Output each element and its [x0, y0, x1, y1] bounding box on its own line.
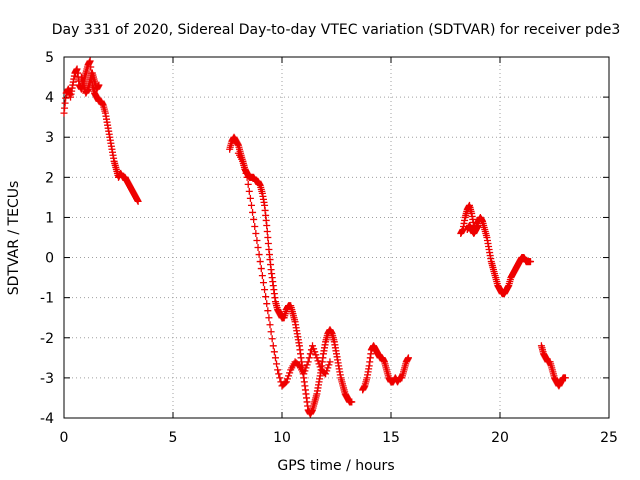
data-point [249, 208, 257, 216]
data-point [270, 348, 278, 356]
data-point [313, 354, 321, 362]
x-tick-labels: 0 5 10 15 20 25 [60, 430, 618, 446]
data-point [134, 197, 142, 205]
data-point [242, 169, 250, 177]
axis-ticks [63, 56, 610, 419]
data-point [309, 342, 317, 350]
data-point [239, 157, 247, 165]
data-point [243, 173, 251, 181]
data-point [527, 258, 535, 266]
x-tick-label: 10 [273, 430, 291, 446]
data-point [312, 351, 320, 359]
y-tick-labels: -4 -3 -2 -1 0 1 2 3 4 5 [40, 50, 54, 427]
data-point [275, 370, 283, 378]
data-point [323, 367, 331, 375]
data-point [273, 360, 281, 368]
data-point [282, 378, 290, 386]
data-point [86, 57, 94, 65]
data-point [95, 81, 103, 89]
data-point [315, 360, 323, 368]
data-point [245, 187, 253, 195]
y-axis-label: SDTVAR / TECUs [6, 181, 22, 296]
data-point [348, 398, 356, 406]
data-point [266, 321, 274, 329]
x-tick-label: 20 [491, 430, 509, 446]
y-tick-label: -3 [40, 371, 54, 387]
data-point [304, 358, 312, 366]
data-point [311, 348, 319, 356]
data-point [241, 165, 249, 173]
data-point [274, 366, 282, 374]
grid [64, 57, 609, 418]
data-point [254, 244, 262, 252]
y-tick-label: 3 [45, 130, 54, 146]
data-point [263, 227, 271, 235]
data-point [474, 221, 482, 229]
data-points [60, 57, 569, 418]
y-tick-label: 0 [45, 251, 54, 267]
data-point [251, 222, 259, 230]
data-point [262, 293, 270, 301]
chart-title: Day 331 of 2020, Sidereal Day-to-day VTE… [52, 22, 621, 38]
y-tick-label: -2 [40, 331, 54, 347]
data-point [246, 194, 254, 202]
data-point [276, 374, 284, 382]
data-point [314, 357, 322, 365]
y-tick-label: 1 [45, 210, 54, 226]
data-point [264, 234, 272, 241]
data-point [324, 364, 332, 372]
data-point [325, 361, 333, 369]
x-tick-label: 0 [60, 430, 69, 446]
data-point [306, 350, 314, 358]
data-point [244, 180, 252, 188]
data-point [240, 161, 248, 169]
data-point [261, 286, 269, 294]
data-point [253, 237, 261, 245]
data-point [283, 375, 291, 383]
data-point [305, 354, 313, 362]
data-point [263, 300, 271, 308]
data-point [255, 251, 263, 259]
x-tick-label: 5 [169, 430, 178, 446]
data-point [257, 265, 265, 273]
data-point [247, 201, 255, 209]
data-point [285, 372, 293, 380]
data-point [322, 370, 330, 378]
y-tick-label: 4 [45, 90, 54, 106]
data-point [303, 361, 311, 369]
data-point [302, 364, 310, 372]
data-point [561, 374, 569, 382]
data-point [271, 354, 279, 362]
data-point [87, 63, 95, 71]
data-point [256, 258, 264, 266]
data-point [264, 307, 272, 315]
data-point [286, 369, 294, 377]
data-point [264, 240, 272, 248]
data-point [316, 363, 324, 371]
data-point [263, 221, 271, 229]
x-axis-label: GPS time / hours [277, 458, 394, 474]
data-point [300, 370, 308, 378]
data-point [250, 215, 258, 223]
data-point [268, 335, 276, 343]
data-point [267, 328, 275, 336]
data-point [258, 272, 266, 280]
data-point [326, 358, 334, 366]
plot-frame [63, 56, 610, 419]
x-tick-label: 15 [382, 430, 400, 446]
data-point [265, 314, 273, 322]
data-point [259, 279, 267, 287]
data-point [281, 379, 289, 387]
y-tick-label: -4 [40, 411, 54, 427]
data-point [404, 354, 412, 362]
data-point [310, 345, 318, 353]
data-point [301, 367, 309, 375]
data-point [252, 229, 260, 237]
y-tick-label: 5 [45, 50, 54, 66]
y-tick-label: 2 [45, 170, 54, 186]
data-point [269, 342, 277, 350]
y-tick-label: -1 [40, 291, 54, 307]
x-tick-label: 25 [600, 430, 618, 446]
